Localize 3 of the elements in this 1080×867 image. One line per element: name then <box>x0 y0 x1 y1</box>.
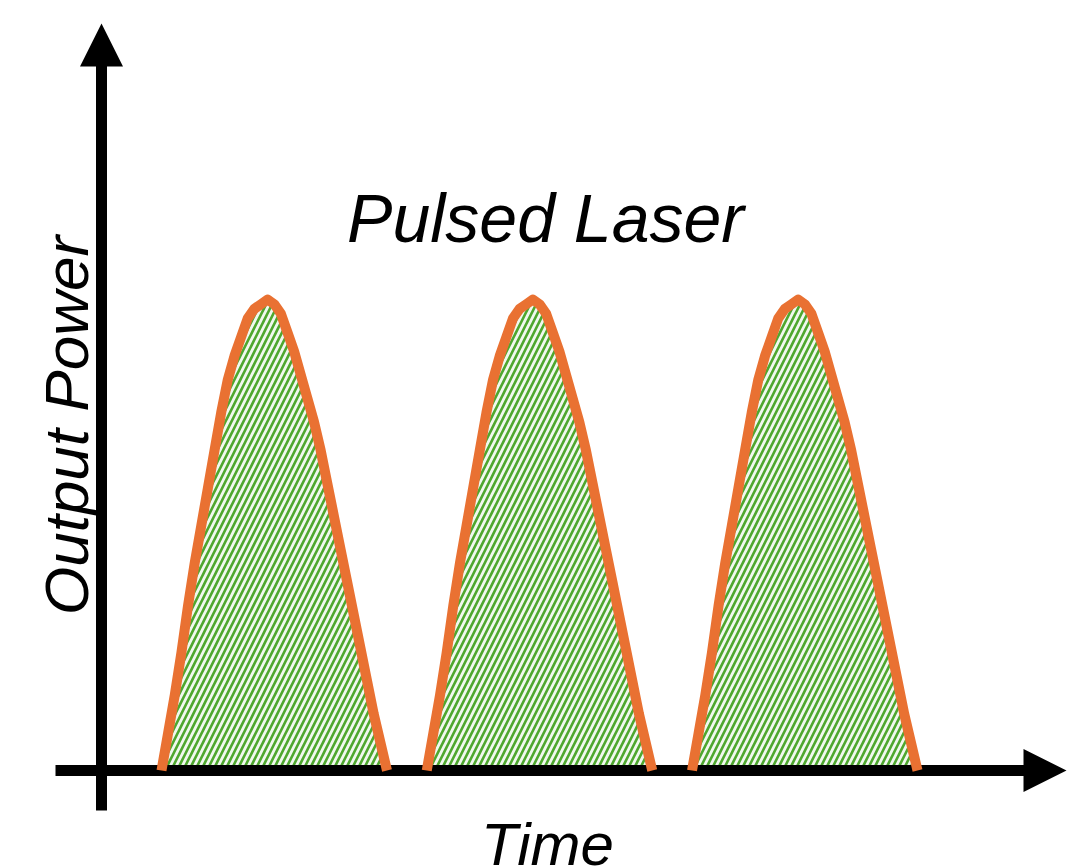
x-axis-title: Time <box>481 811 614 867</box>
chart-title: Pulsed Laser <box>347 179 747 256</box>
y-axis-title: Output Power <box>32 233 101 616</box>
